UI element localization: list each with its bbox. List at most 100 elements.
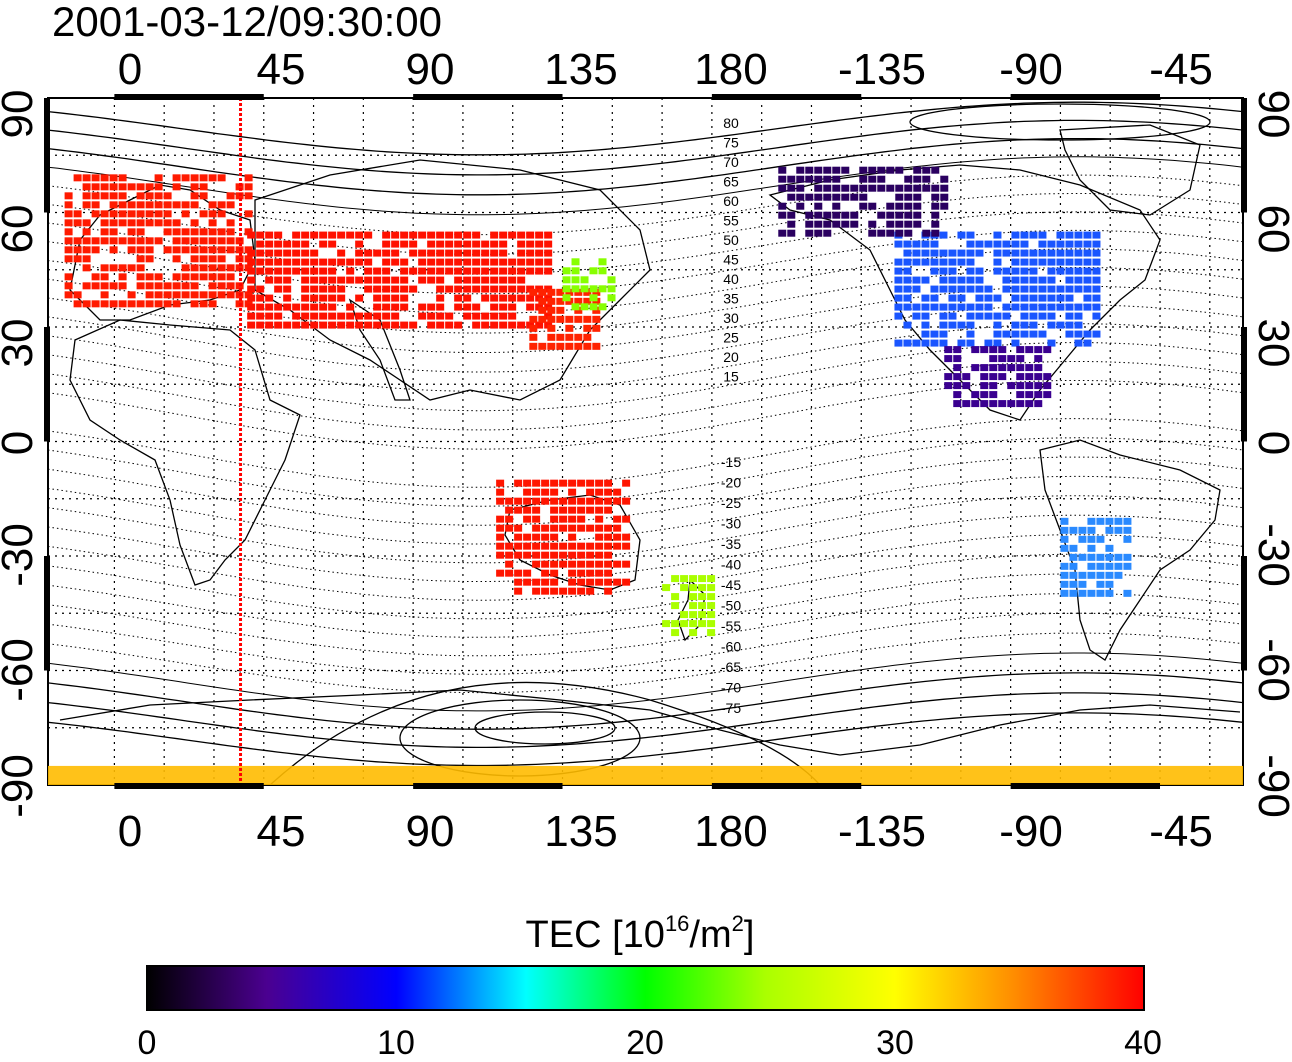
tec-pixel [613,578,622,586]
tec-pixel [980,373,989,381]
tec-pixel [583,333,592,341]
tec-pixel [355,294,364,302]
tec-pixel [499,258,508,266]
tec-pixel [1020,258,1029,266]
tec-pixel [391,240,400,248]
tec-pixel [82,228,91,236]
tec-pixel [904,193,913,201]
tec-pixel [301,258,310,266]
tec-pixel [586,479,595,487]
tec-pixel [1074,303,1083,311]
tec-pixel [859,202,868,210]
tec-pixel [921,294,930,302]
tec-pixel [490,240,499,248]
tec-pixel [595,578,604,586]
tec-pixel [73,246,82,254]
tec-pixel [913,166,922,174]
tec-pixel [532,488,541,496]
x-axis-bottom: 0 45 90 135 180 -135 -90 -45 [118,807,1213,856]
tec-pixel [127,291,136,299]
tec-pixel [568,479,577,487]
tec-pixel [523,569,532,577]
tec-pixel [1002,249,1011,257]
tec-pixel [823,229,832,237]
tec-pixel [190,246,199,254]
tec-pixel [1011,285,1020,293]
tec-pixel [912,303,921,311]
tec-pixel [1060,517,1069,525]
tec-pixel [1020,330,1029,338]
tec-pixel [948,276,957,284]
y-tick-right-90: 90 [1249,90,1292,139]
tec-pixel [607,294,616,302]
tec-pixel [427,312,436,320]
y-tick-left-60: 60 [0,205,42,254]
tec-pixel [787,193,796,201]
border-bar-bottom [413,783,563,789]
tec-pixel [418,258,427,266]
tec-pixel [547,342,556,350]
tec-pixel [490,312,499,320]
tec-pixel [598,258,607,266]
tec-pixel [980,346,989,354]
tec-pixel [604,524,613,532]
tec-pixel [64,246,73,254]
tec-pixel [622,578,631,586]
contour-line [48,342,1243,412]
tec-pixel [454,276,463,284]
tec-pixel [292,258,301,266]
tec-pixel [427,276,436,284]
tec-pixel [535,267,544,275]
x-tick-bottom-m135: -135 [838,807,926,856]
tec-pixel [337,294,346,302]
tec-pixel [337,249,346,257]
tec-pixel [1060,580,1069,588]
tec-pixel [436,240,445,248]
tec-pixel [436,249,445,257]
tec-pixel [1007,400,1016,408]
tec-pixel [930,258,939,266]
tec-pixel [445,249,454,257]
tec-pixel [127,219,136,227]
y-tick-left-m30: -30 [0,523,42,587]
tec-pixel [172,282,181,290]
tec-pixel [894,303,903,311]
tec-pixel [364,231,373,239]
tec-pixel [64,291,73,299]
tec-pixel [1025,373,1034,381]
tec-pixel [868,166,877,174]
tec-pixel [1096,562,1105,570]
tec-pixel [895,229,904,237]
tec-pixel [427,249,436,257]
tec-pixel [82,174,91,182]
tec-pixel [604,542,613,550]
tec-pixel [247,321,256,329]
tec-pixel [565,342,574,350]
tec-pixel [671,620,680,628]
tec-pixel [886,184,895,192]
tec-pixel [583,297,592,305]
tec-pixel [541,569,550,577]
tec-pixel [1043,391,1052,399]
tec-pixel [595,488,604,496]
tec-pixel [966,231,975,239]
tec-pixel [517,249,526,257]
tec-pixel [91,273,100,281]
tec-pixel [707,584,716,592]
tec-pixel [373,321,382,329]
tec-pixel [505,515,514,523]
tec-pixel [199,264,208,272]
tec-pixel [1092,303,1101,311]
tec-pixel [1047,240,1056,248]
tec-pixel [1083,231,1092,239]
tec-pixel [680,584,689,592]
tec-pixel [698,575,707,583]
tec-pixel [556,342,565,350]
tec-pixel [1020,303,1029,311]
tec-pixel [1016,400,1025,408]
tec-pixel [532,542,541,550]
tec-pixel [922,184,931,192]
contour-line [48,267,1243,334]
tec-pixel [595,560,604,568]
tec-pixel [82,237,91,245]
